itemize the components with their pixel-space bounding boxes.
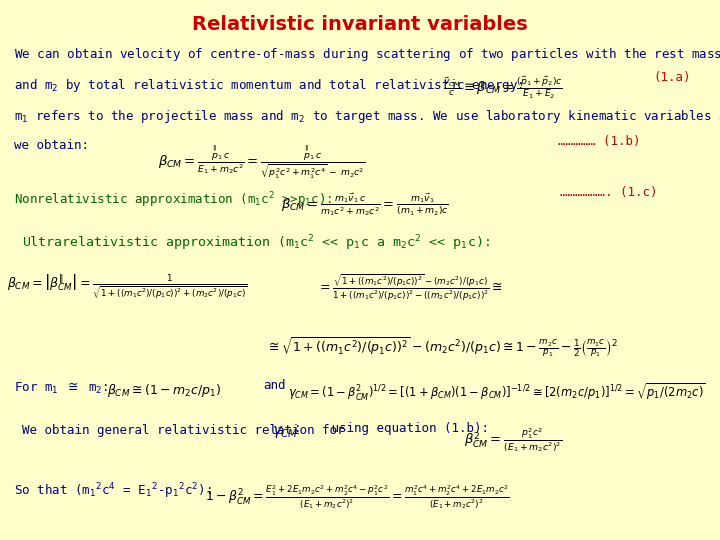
Text: $\beta_{CM} = \left|\beta_{CM}^{\|}\right| = \frac{1}{\sqrt{1 + ((m_1 c^2)/(p_1 : $\beta_{CM} = \left|\beta_{CM}^{\|}\righ…	[7, 273, 248, 301]
Text: and m$_2$ by total relativistic momentum and total relativistic energy:: and m$_2$ by total relativistic momentum…	[14, 77, 523, 94]
Text: So that (m$_1$$^2$c$^4$ = E$_1$$^2$-p$_1$$^2$c$^2$):: So that (m$_1$$^2$c$^4$ = E$_1$$^2$-p$_1…	[14, 482, 212, 501]
Text: $\frac{\vec{v}_{CM}}{c} \equiv \beta_{CM} = \frac{(\vec{p}_1 + \vec{p}_2)c}{E_1 : $\frac{\vec{v}_{CM}}{c} \equiv \beta_{CM…	[443, 75, 562, 100]
Text: Nonrelativistic approximation (m$_1$c$^2$ >>p$_1$c):: Nonrelativistic approximation (m$_1$c$^2…	[14, 190, 333, 210]
Text: we obtain:: we obtain:	[14, 139, 89, 152]
Text: We can obtain velocity of centre-of-mass during scattering of two particles with: We can obtain velocity of centre-of-mass…	[14, 46, 720, 63]
Text: Ultrarelativistic approximation (m$_1$c$^2$ << p$_1$c a m$_2$c$^2$ << p$_1$c):: Ultrarelativistic approximation (m$_1$c$…	[22, 233, 490, 253]
Text: $\beta_{CM} = \frac{m_1 \vec{v}_1\, c}{m_1 c^2 + m_2 c^2} = \frac{m_1 \vec{v}_1}: $\beta_{CM} = \frac{m_1 \vec{v}_1\, c}{m…	[281, 192, 449, 219]
Text: $\beta_{CM} \cong (1 - m_2 c/p_1)$: $\beta_{CM} \cong (1 - m_2 c/p_1)$	[107, 382, 221, 399]
Text: For m$_1$ $\cong$ m$_2$:: For m$_1$ $\cong$ m$_2$:	[14, 381, 109, 396]
Text: ………………. (1.c): ………………. (1.c)	[560, 186, 657, 199]
Text: (1.a): (1.a)	[654, 71, 691, 84]
Text: $\beta_{CM}^2 = \frac{p_1^2 c^2}{(E_1 + m_2 c^2)^2}$: $\beta_{CM}^2 = \frac{p_1^2 c^2}{(E_1 + …	[464, 426, 562, 454]
Text: …………… (1.b): …………… (1.b)	[558, 135, 641, 148]
Text: $\beta_{CM} = \frac{\overset{\|}{p}_1\, c}{E_1 + m_2 c^2} = \frac{\overset{\|}{p: $\beta_{CM} = \frac{\overset{\|}{p}_1\, …	[158, 144, 366, 181]
Text: We obtain general relativistic relation for: We obtain general relativistic relation …	[22, 424, 351, 437]
Text: $= \frac{\sqrt{1 + ((m_1 c^2)/(p_1 c))^2} - (m_2 c^2)/(p_1 c)}{1 + ((m_1 c^2)/(p: $= \frac{\sqrt{1 + ((m_1 c^2)/(p_1 c))^2…	[317, 273, 503, 303]
Text: $\gamma_{CM} = (1-\beta_{CM}^2)^{1/2} = [(1+\beta_{CM})(1-\beta_{CM})]^{-1/2} \c: $\gamma_{CM} = (1-\beta_{CM}^2)^{1/2} = …	[288, 382, 706, 403]
Text: $\boldsymbol{\gamma_{CM}}$: $\boldsymbol{\gamma_{CM}}$	[272, 424, 299, 441]
Text: Relativistic invariant variables: Relativistic invariant variables	[192, 15, 528, 34]
Text: m$_1$ refers to the projectile mass and m$_2$ to target mass. We use laboratory : m$_1$ refers to the projectile mass and …	[14, 108, 720, 125]
Text: :    using equation (1.b):: : using equation (1.b):	[294, 422, 489, 435]
Text: and: and	[263, 379, 285, 392]
Text: $1 - \beta_{CM}^2 = \frac{E_1^2 + 2E_1 m_2 c^2 + m_2^2 c^4 - p_1^2 c^2}{(E_1 + m: $1 - \beta_{CM}^2 = \frac{E_1^2 + 2E_1 m…	[205, 484, 510, 511]
Text: $\cong \sqrt{1 + ((m_1 c^2)/(p_1 c))^2} - (m_2 c^2)/(p_1 c) \cong 1 - \frac{m_2 : $\cong \sqrt{1 + ((m_1 c^2)/(p_1 c))^2} …	[266, 335, 618, 359]
